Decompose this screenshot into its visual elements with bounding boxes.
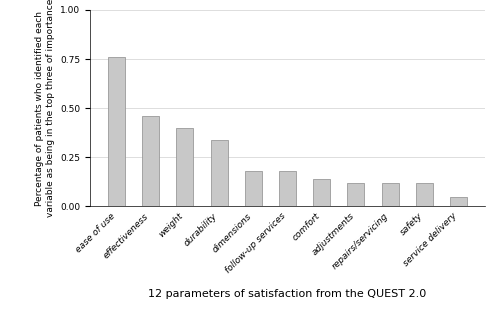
Bar [108, 57, 125, 206]
Bar [450, 196, 467, 206]
Bar [382, 183, 398, 206]
Bar [313, 179, 330, 206]
Bar [210, 140, 228, 206]
Y-axis label: Percentage of patients who identified each
variable as being in the top three of: Percentage of patients who identified ea… [35, 0, 54, 217]
Bar [245, 171, 262, 206]
X-axis label: 12 parameters of satisfaction from the QUEST 2.0: 12 parameters of satisfaction from the Q… [148, 289, 426, 299]
Bar [279, 171, 296, 206]
Bar [348, 183, 364, 206]
Bar [176, 128, 194, 206]
Bar [142, 116, 160, 206]
Bar [416, 183, 433, 206]
